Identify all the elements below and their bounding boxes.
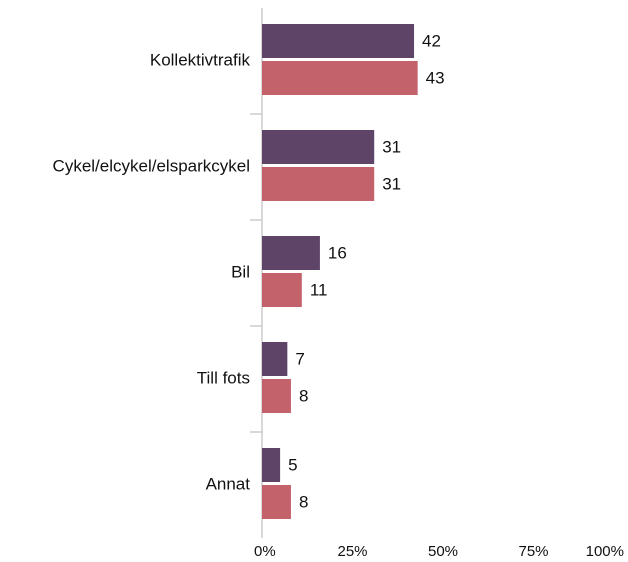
- value-label: 31: [382, 174, 401, 193]
- bar: [262, 167, 375, 201]
- value-label: 8: [299, 492, 308, 511]
- bar: [262, 236, 320, 270]
- bar: [262, 61, 418, 95]
- category-label: Annat: [206, 474, 251, 493]
- bar: [262, 130, 375, 164]
- bar: [262, 379, 291, 413]
- x-tick-label: 25%: [337, 543, 367, 560]
- value-label: 7: [295, 349, 304, 368]
- x-tick-label: 100%: [586, 543, 624, 560]
- bar: [262, 342, 288, 376]
- bar: [262, 448, 281, 482]
- category-label: Kollektivtrafik: [150, 50, 251, 69]
- value-label: 42: [422, 31, 441, 50]
- x-tick-label: 50%: [428, 543, 458, 560]
- value-label: 5: [288, 455, 297, 474]
- x-tick-label: 0%: [254, 543, 276, 560]
- bar: [262, 24, 415, 58]
- value-label: 8: [299, 386, 308, 405]
- x-tick-label: 75%: [518, 543, 548, 560]
- category-label: Cykel/elcykel/elsparkcykel: [53, 156, 250, 175]
- value-label: 11: [310, 280, 328, 299]
- bar: [262, 485, 291, 519]
- category-label: Bil: [231, 262, 250, 281]
- category-label: Till fots: [197, 368, 250, 387]
- bar: [262, 273, 302, 307]
- value-label: 31: [382, 137, 401, 156]
- value-label: 16: [328, 243, 347, 262]
- value-label: 43: [426, 68, 445, 87]
